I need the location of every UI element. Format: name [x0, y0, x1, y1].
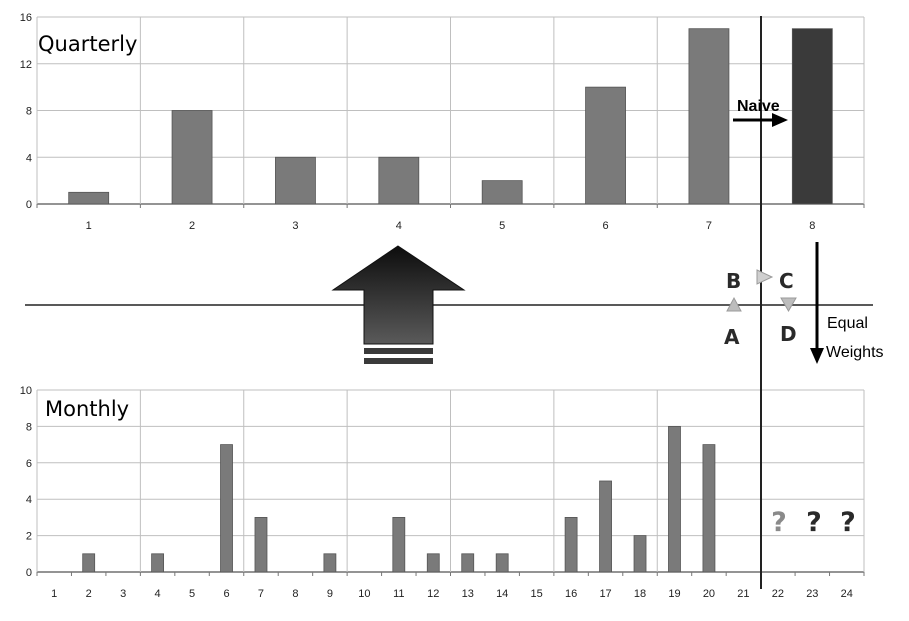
monthly-title: Monthly: [45, 397, 129, 421]
quarterly-y-tick-label: 16: [20, 12, 32, 24]
monthly-bar-9: [323, 553, 337, 573]
quarterly-bar-6: [585, 86, 626, 205]
quarterly-y-tick-label: 4: [26, 152, 32, 164]
monthly-x-tick-label: 24: [841, 588, 853, 600]
monthly-x-tick-label: 4: [155, 588, 161, 600]
monthly-y-tick-label: 2: [26, 531, 32, 543]
monthly-x-tick-label: 14: [496, 588, 508, 600]
monthly-bar-7: [254, 517, 268, 573]
monthly-bar-4: [151, 553, 165, 573]
quarterly-y-ticks: 0 4 8 12 16: [20, 12, 32, 211]
unknown-month-24-mark: ?: [840, 507, 856, 538]
monthly-bar-2: [82, 553, 96, 573]
quarterly-x-tick-label: 5: [499, 220, 505, 232]
monthly-x-tick-label: 18: [634, 588, 646, 600]
monthly-bar-11: [392, 517, 406, 573]
monthly-x-tick-label: 2: [86, 588, 92, 600]
monthly-x-tick-label: 22: [772, 588, 784, 600]
quarterly-x-tick-label: 4: [396, 220, 402, 232]
unknown-month-23-mark: ?: [806, 507, 822, 538]
monthly-bar-20: [702, 444, 716, 573]
quarterly-bar-2: [171, 110, 213, 205]
monthly-x-tick-label: 23: [806, 588, 818, 600]
monthly-bar-14: [495, 553, 509, 573]
quarterly-bar-4: [378, 156, 420, 205]
quarterly-y-tick-label: 8: [26, 106, 32, 118]
quarterly-x-tick-label: 6: [603, 220, 609, 232]
marker-d-down-triangle-icon: [780, 297, 797, 313]
quarterly-bar-3: [275, 156, 316, 205]
monthly-y-tick-label: 4: [26, 494, 32, 506]
quarterly-bar-7: [688, 28, 730, 205]
monthly-x-tick-label: 19: [668, 588, 680, 600]
equal-weights-label-line2: Weights: [826, 344, 884, 361]
monthly-x-tick-label: 13: [462, 588, 474, 600]
monthly-x-tick-label: 20: [703, 588, 715, 600]
quarterly-x-tick-label: 2: [189, 220, 195, 232]
monthly-y-tick-label: 0: [26, 567, 32, 579]
naive-label: Naive: [737, 98, 780, 115]
quarterly-y-tick-label: 12: [20, 59, 32, 71]
quarterly-bar-1: [68, 191, 110, 205]
monthly-bar-19: [668, 425, 681, 573]
quarterly-x-tick-label: 3: [292, 220, 298, 232]
monthly-bar-18: [633, 535, 647, 573]
monthly-x-tick-label: 16: [565, 588, 577, 600]
marker-a-up-triangle-icon: [726, 296, 742, 312]
monthly-y-tick-label: 8: [26, 421, 32, 433]
monthly-bar-6: [220, 444, 233, 573]
quarterly-x-tick-label: 8: [809, 220, 815, 232]
monthly-x-tick-label: 10: [358, 588, 370, 600]
monthly-bar-12: [426, 553, 440, 573]
arrow-stripe-1: [364, 348, 433, 354]
quarterly-bar-5: [481, 180, 523, 205]
monthly-grid: [36, 389, 865, 576]
letter-b: B: [726, 269, 741, 293]
monthly-x-tick-label: 6: [223, 588, 229, 600]
equal-weights-label-line1: Equal: [827, 315, 868, 332]
monthly-bar-17: [599, 480, 612, 573]
equal-weights-arrow-head-icon: [810, 348, 824, 364]
naive-arrow-head-icon: [772, 113, 788, 127]
quarterly-title: Quarterly: [38, 32, 137, 56]
monthly-x-tick-label: 17: [599, 588, 611, 600]
letter-a: A: [724, 325, 740, 349]
quarterly-bars: [68, 28, 833, 205]
monthly-x-tick-label: 7: [258, 588, 264, 600]
letter-c: C: [779, 269, 794, 293]
quarterly-y-tick-label: 0: [26, 199, 32, 211]
monthly-x-tick-label: 15: [531, 588, 543, 600]
monthly-x-tick-label: 5: [189, 588, 195, 600]
quarterly-x-tick-label: 1: [86, 220, 92, 232]
aggregation-up-arrow-icon: [331, 245, 466, 345]
quarterly-x-ticks: 1 2 3 4 5 6 7 8: [86, 220, 816, 232]
monthly-y-tick-label: 6: [26, 458, 32, 470]
monthly-x-tick-label: 3: [120, 588, 126, 600]
monthly-x-tick-label: 1: [51, 588, 57, 600]
monthly-x-tick-label: 11: [393, 588, 404, 600]
letter-d: D: [780, 322, 797, 346]
monthly-x-tick-label: 8: [292, 588, 298, 600]
unknown-month-22-mark: ?: [771, 507, 787, 538]
monthly-y-tick-label: 10: [20, 385, 32, 397]
monthly-bar-16: [564, 517, 578, 573]
monthly-x-ticks: 1 2 3 4 5 6 7 8 9 10 11 12 13 14 15 16 17 18 19 20 21 22 23 24: [51, 588, 853, 600]
monthly-y-ticks: 0 2 4 6 8 10: [20, 385, 32, 579]
quarterly-bar-8: [791, 28, 833, 205]
monthly-bars: [82, 425, 716, 573]
monthly-bar-13: [461, 553, 475, 573]
monthly-x-tick-label: 12: [427, 588, 439, 600]
quarterly-x-tick-label: 7: [706, 220, 712, 232]
monthly-x-tick-label: 9: [327, 588, 333, 600]
monthly-x-tick-label: 21: [737, 588, 749, 600]
arrow-stripe-2: [364, 358, 433, 364]
marker-bc-right-triangle-icon: [756, 269, 774, 285]
